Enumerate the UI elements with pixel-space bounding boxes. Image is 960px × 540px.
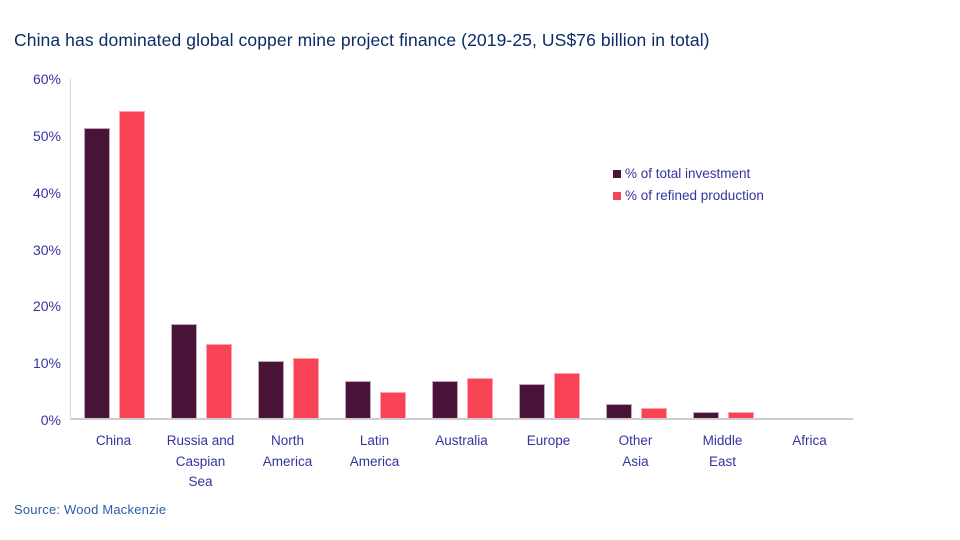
legend-label-investment: % of total investment [625,166,751,181]
y-tick-label: 10% [32,355,61,372]
investment-bar-6 [606,403,632,418]
production-bar-1 [206,344,232,418]
bar-group-latin-america [332,79,419,418]
production-bar-5 [554,372,580,418]
production-legend-swatch-icon [613,191,621,200]
y-tick-label: 60% [32,71,61,87]
bar-group-africa [767,79,854,418]
bar-group-china [71,79,158,418]
production-bar-6 [641,408,667,418]
production-bar-2 [293,358,319,418]
x-axis-label-europe: Europe [526,433,571,448]
y-tick-label: 50% [32,127,61,144]
bar-group-middle-east [680,79,767,418]
investment-bar-2 [258,361,284,418]
x-axis: China Russia and Caspian Sea North America… [70,431,853,493]
x-axis-label-russia-and-caspian-sea: Russia and Caspian Sea [166,433,235,489]
x-axis-label-north-america: North America [262,433,313,469]
x-axis-label-latin-america: Latin America [349,433,400,469]
bar-group-other-asia [593,79,680,418]
investment-bar-7 [693,412,719,418]
bar-group-australia [419,79,506,418]
production-bar-3 [380,392,406,418]
bar-group-north-america [245,79,332,418]
investment-bar-4 [432,381,458,418]
x-axis-label-middle-east: Middle East [702,433,743,469]
bar-group-europe [506,79,593,418]
legend-label-production: % of refined production [625,188,764,203]
investment-bar-0 [84,128,110,418]
y-tick-label: 40% [32,184,61,201]
x-axis-label-africa: Africa [792,433,827,448]
production-bar-0 [119,111,145,418]
legend-item-investment: % of total investment [613,166,764,181]
legend: % of total investment % of refined produ… [613,166,764,210]
x-axis-label-china: China [95,433,132,448]
x-axis-label-other-asia: Other Asia [618,433,653,469]
y-tick-label: 30% [32,241,61,258]
x-axis-label-australia: Australia [435,433,488,448]
y-tick-label: 20% [32,298,61,315]
investment-bar-3 [345,381,371,418]
source-note: Source: Wood Mackenzie [14,502,167,517]
legend-item-production: % of refined production [613,188,764,203]
investment-legend-swatch-icon [613,169,621,178]
investment-bar-1 [171,324,197,418]
production-bar-7 [728,412,754,418]
bar-group-russia-and-caspian-sea [158,79,245,418]
production-bar-4 [467,378,493,418]
plot-area [70,79,853,420]
bars-row [71,79,853,418]
investment-bar-5 [519,383,545,418]
chart-title: China has dominated global copper mine p… [14,30,710,50]
y-tick-label: 0% [40,412,61,428]
